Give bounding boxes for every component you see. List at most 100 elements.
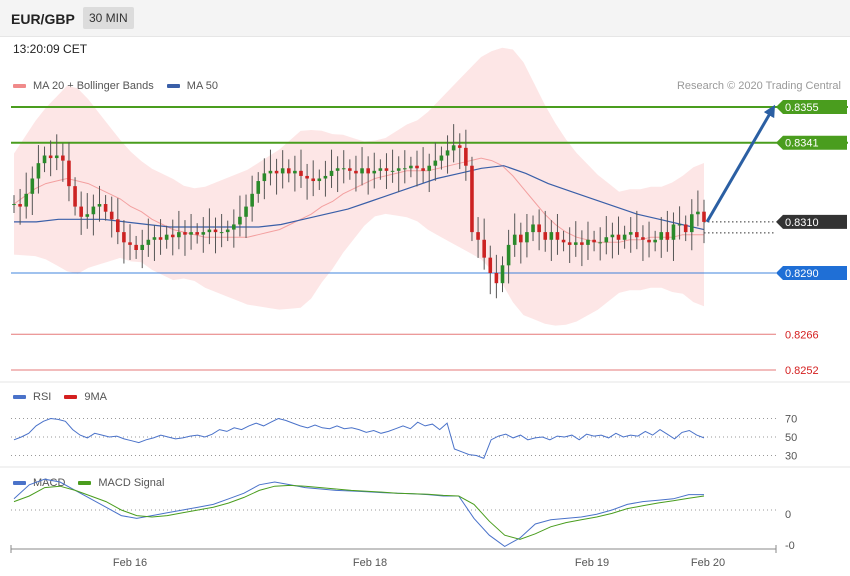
candle-body xyxy=(97,204,102,207)
candle-body xyxy=(189,232,193,235)
candle-body xyxy=(274,170,279,174)
legend-item-9ma: 9MA xyxy=(64,391,107,403)
candle-body xyxy=(134,244,138,250)
candle-body xyxy=(482,239,486,258)
candle-body xyxy=(531,224,535,233)
x-axis-label-3: Feb 20 xyxy=(691,557,725,569)
candle-body xyxy=(567,242,572,245)
timeframe-badge[interactable]: 30 MIN xyxy=(83,7,134,29)
price-legend: MA 20 + Bollinger Bands MA 50 xyxy=(13,80,231,92)
candle-body xyxy=(42,155,47,164)
candle-body xyxy=(329,170,334,176)
candle-body xyxy=(305,175,309,179)
macd-signal-line xyxy=(13,484,705,540)
candle-body xyxy=(580,242,584,245)
candle-body xyxy=(85,214,90,217)
price-level-tag-1 xyxy=(776,135,847,150)
candle-body xyxy=(268,170,273,174)
panel-dividers xyxy=(0,381,850,468)
legend-item-ma20: MA 20 + Bollinger Bands xyxy=(13,80,154,92)
candle-body xyxy=(146,239,151,245)
candle-body xyxy=(506,244,511,266)
candle-body xyxy=(54,155,59,159)
candle-body xyxy=(439,155,444,161)
candle-body xyxy=(348,168,352,171)
candle-body xyxy=(519,234,523,243)
price-level-tag-0 xyxy=(776,100,847,114)
candle-body xyxy=(543,232,548,240)
candle-body xyxy=(635,232,639,238)
macd-tick-label-1: -0 xyxy=(785,540,795,552)
forecast-arrow-line xyxy=(705,104,776,223)
candle-body xyxy=(366,168,370,174)
candle-body xyxy=(641,237,645,240)
candle-body xyxy=(555,232,560,240)
candle-body xyxy=(280,168,285,174)
candle-body xyxy=(48,155,53,159)
candle-body xyxy=(659,232,664,240)
candle-body xyxy=(616,234,621,240)
price-level-label-1: 0.8341 xyxy=(785,138,819,150)
candle-body xyxy=(250,193,254,207)
candle-body xyxy=(622,234,627,240)
candle-body xyxy=(122,232,126,243)
legend-item-rsi: RSI xyxy=(13,391,51,403)
candle-body xyxy=(702,211,706,222)
candle-body xyxy=(647,239,651,243)
price-levels xyxy=(11,106,848,371)
candle-body xyxy=(653,239,657,243)
candle-body xyxy=(372,170,377,174)
legend-label-rsi: RSI xyxy=(33,391,52,403)
price-level-label-0: 0.8355 xyxy=(785,102,819,114)
candle-body xyxy=(396,168,401,171)
candle-body xyxy=(445,150,450,156)
price-level-tag-2 xyxy=(776,265,847,280)
candle-body xyxy=(67,160,71,187)
legend-swatch-ma50 xyxy=(166,84,180,88)
candle-body xyxy=(470,165,474,233)
candle-body xyxy=(354,170,358,174)
candle-body xyxy=(390,170,395,172)
candle-body xyxy=(592,239,596,243)
candle-body xyxy=(262,173,267,182)
candle-body xyxy=(427,165,432,171)
candle-body xyxy=(323,175,328,179)
candle-body xyxy=(30,178,35,194)
rsi-tick-label-2: 30 xyxy=(785,451,797,463)
candle-body xyxy=(177,232,181,238)
price-level-label-4: 0.8252 xyxy=(785,365,819,377)
x-axis: Feb 16 Feb 18 Feb 19 Feb 20 xyxy=(10,545,777,569)
candle-body xyxy=(79,206,83,217)
x-axis-label-0: Feb 16 xyxy=(113,557,147,569)
candle-body xyxy=(457,145,462,148)
candle-body xyxy=(464,147,468,166)
legend-swatch-9ma xyxy=(64,395,78,399)
candle-body xyxy=(549,232,554,240)
candle-body xyxy=(537,224,541,233)
candle-body xyxy=(225,229,230,233)
rsi-panel: 70 50 30 xyxy=(11,414,797,463)
candle-body xyxy=(628,232,633,235)
candle-body xyxy=(152,237,157,240)
x-axis-label-2: Feb 19 xyxy=(575,557,609,569)
candle-body xyxy=(488,257,493,273)
macd-line xyxy=(13,478,704,547)
candle-body xyxy=(402,168,407,170)
candle-body xyxy=(24,193,29,207)
legend-swatch-macd-signal xyxy=(78,481,92,485)
candle-body xyxy=(183,232,187,235)
candle-body xyxy=(311,178,316,182)
candle-body xyxy=(244,206,248,217)
candle-body xyxy=(61,155,65,161)
copyright-credit: Research © 2020 Trading Central xyxy=(676,80,841,92)
candle-body xyxy=(256,181,261,194)
candle-body xyxy=(665,232,670,240)
rsi-legend: RSI 9MA xyxy=(13,391,120,403)
macd-tick-label-0: 0 xyxy=(785,509,791,521)
legend-label-ma20: MA 20 + Bollinger Bands xyxy=(33,80,154,92)
candle-body xyxy=(299,170,303,176)
candle-body xyxy=(335,168,340,171)
candle-body xyxy=(494,272,499,284)
legend-label-macd-signal: MACD Signal xyxy=(98,477,165,489)
